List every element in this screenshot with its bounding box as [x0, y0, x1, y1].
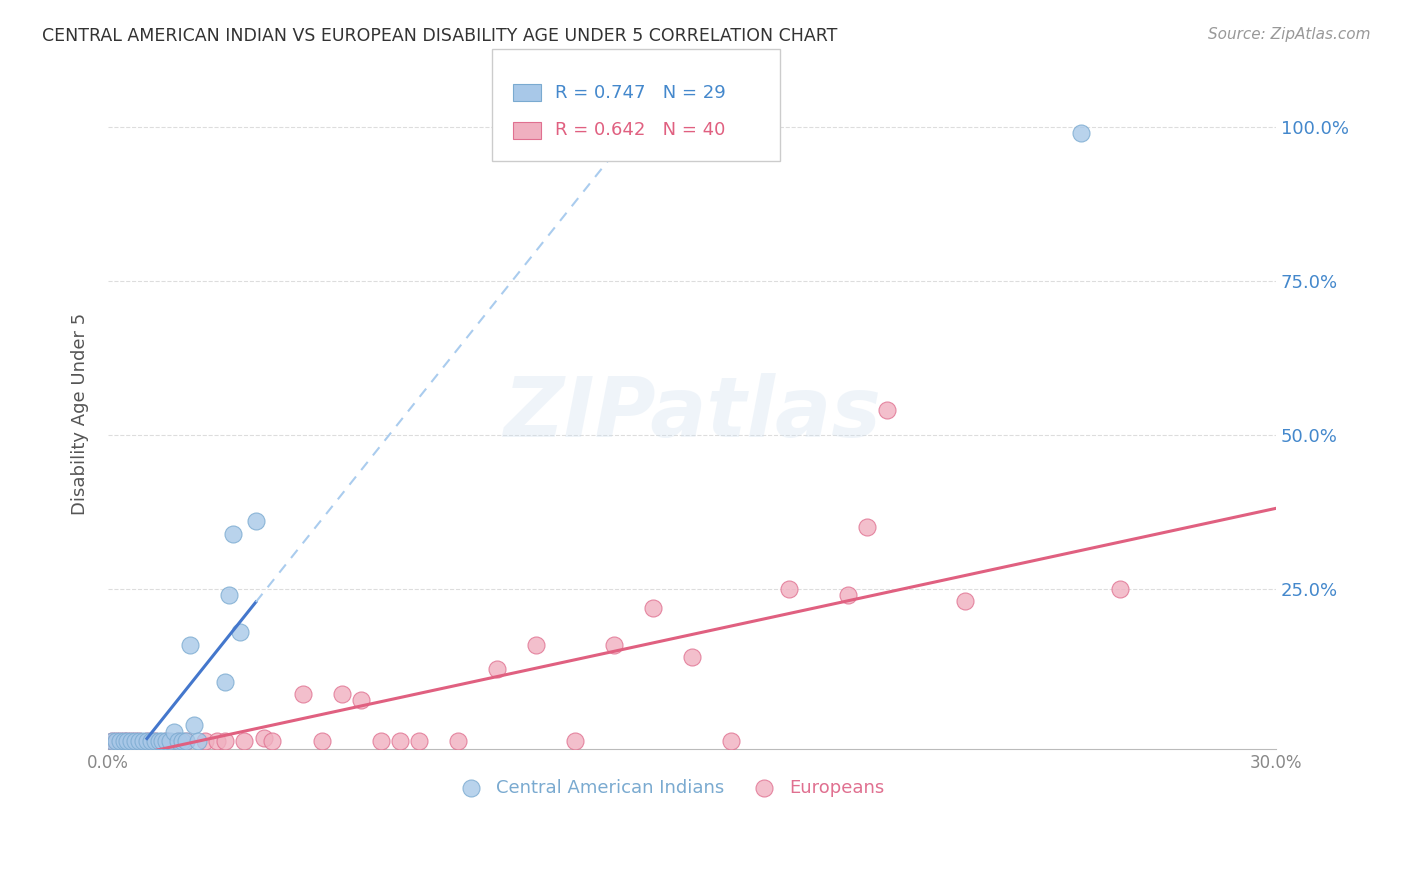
Text: ZIPatlas: ZIPatlas [503, 373, 882, 454]
Text: R = 0.642   N = 40: R = 0.642 N = 40 [555, 121, 725, 139]
Point [311, 734, 333, 748]
Point [330, 687, 353, 701]
Point [163, 725, 186, 739]
Point [108, 734, 131, 748]
Point [953, 594, 976, 608]
Point [1109, 582, 1132, 596]
Point [214, 734, 236, 748]
Point [148, 734, 170, 748]
Point [143, 734, 166, 748]
Text: R = 0.747   N = 29: R = 0.747 N = 29 [555, 84, 725, 102]
Point [205, 734, 228, 748]
Point [159, 734, 181, 748]
Point [135, 734, 157, 748]
Point [447, 734, 470, 748]
Point [253, 731, 276, 746]
Point [120, 734, 142, 748]
Point [143, 734, 166, 748]
Point [101, 734, 124, 748]
Point [603, 638, 626, 652]
Point [681, 649, 703, 664]
Point [194, 734, 217, 748]
Point [128, 734, 150, 748]
Point [135, 734, 157, 748]
Point [486, 662, 509, 676]
Legend: Central American Indians, Europeans: Central American Indians, Europeans [446, 772, 891, 805]
Point [564, 734, 586, 748]
Point [291, 687, 314, 701]
Point [186, 734, 208, 748]
Point [139, 734, 162, 748]
Point [350, 693, 373, 707]
Point [170, 734, 193, 748]
Point [524, 638, 547, 652]
Text: CENTRAL AMERICAN INDIAN VS EUROPEAN DISABILITY AGE UNDER 5 CORRELATION CHART: CENTRAL AMERICAN INDIAN VS EUROPEAN DISA… [42, 27, 838, 45]
Point [641, 600, 664, 615]
Point [408, 734, 430, 748]
Point [101, 734, 124, 748]
Point [167, 734, 190, 748]
Point [108, 734, 131, 748]
Point [370, 734, 392, 748]
Point [155, 734, 177, 748]
Point [124, 734, 146, 748]
Point [720, 734, 742, 748]
Point [117, 734, 139, 748]
Point [112, 734, 135, 748]
Point [167, 734, 190, 748]
Point [778, 582, 800, 596]
Point [174, 734, 197, 748]
Point [1070, 126, 1092, 140]
Point [112, 734, 135, 748]
Text: Source: ZipAtlas.com: Source: ZipAtlas.com [1208, 27, 1371, 42]
Point [233, 734, 256, 748]
Point [388, 734, 411, 748]
Point [245, 514, 267, 528]
Point [152, 734, 174, 748]
Point [218, 588, 240, 602]
Point [132, 734, 155, 748]
Point [876, 403, 898, 417]
Point [120, 734, 142, 748]
Point [856, 520, 879, 534]
Point [124, 734, 146, 748]
Point [229, 625, 252, 640]
Point [104, 734, 127, 748]
Point [128, 734, 150, 748]
Point [183, 718, 205, 732]
Point [260, 734, 283, 748]
Point [221, 526, 243, 541]
Point [104, 734, 127, 748]
Point [117, 734, 139, 748]
Point [214, 674, 236, 689]
Point [155, 734, 177, 748]
Point [179, 638, 201, 652]
Point [837, 588, 859, 602]
Y-axis label: Disability Age Under 5: Disability Age Under 5 [72, 312, 89, 515]
Point [174, 734, 197, 748]
